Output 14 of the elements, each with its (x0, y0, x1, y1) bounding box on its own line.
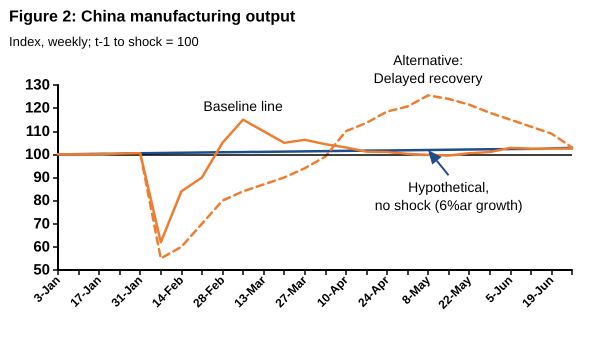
y-tick-label: 120 (24, 100, 50, 117)
y-tick-label: 130 (24, 76, 50, 94)
y-tick-label: 80 (33, 192, 50, 210)
y-tick-label: 100 (24, 146, 50, 163)
y-tick-label: 110 (26, 122, 50, 140)
y-tick-label: 70 (33, 215, 50, 232)
y-tick-label: 50 (33, 262, 50, 278)
annotation: Alternative: Delayed recovery (374, 52, 483, 86)
y-tick-label: 60 (33, 238, 50, 256)
y-tick-label: 90 (33, 169, 50, 186)
annotation: Hypothetical, no shock (6%ar growth) (374, 179, 523, 213)
chart-subtitle: Index, weekly; t-1 to shock = 100 (9, 34, 199, 49)
annotation: Baseline line (203, 98, 283, 114)
chart-title: Figure 2: China manufacturing output (9, 8, 296, 26)
